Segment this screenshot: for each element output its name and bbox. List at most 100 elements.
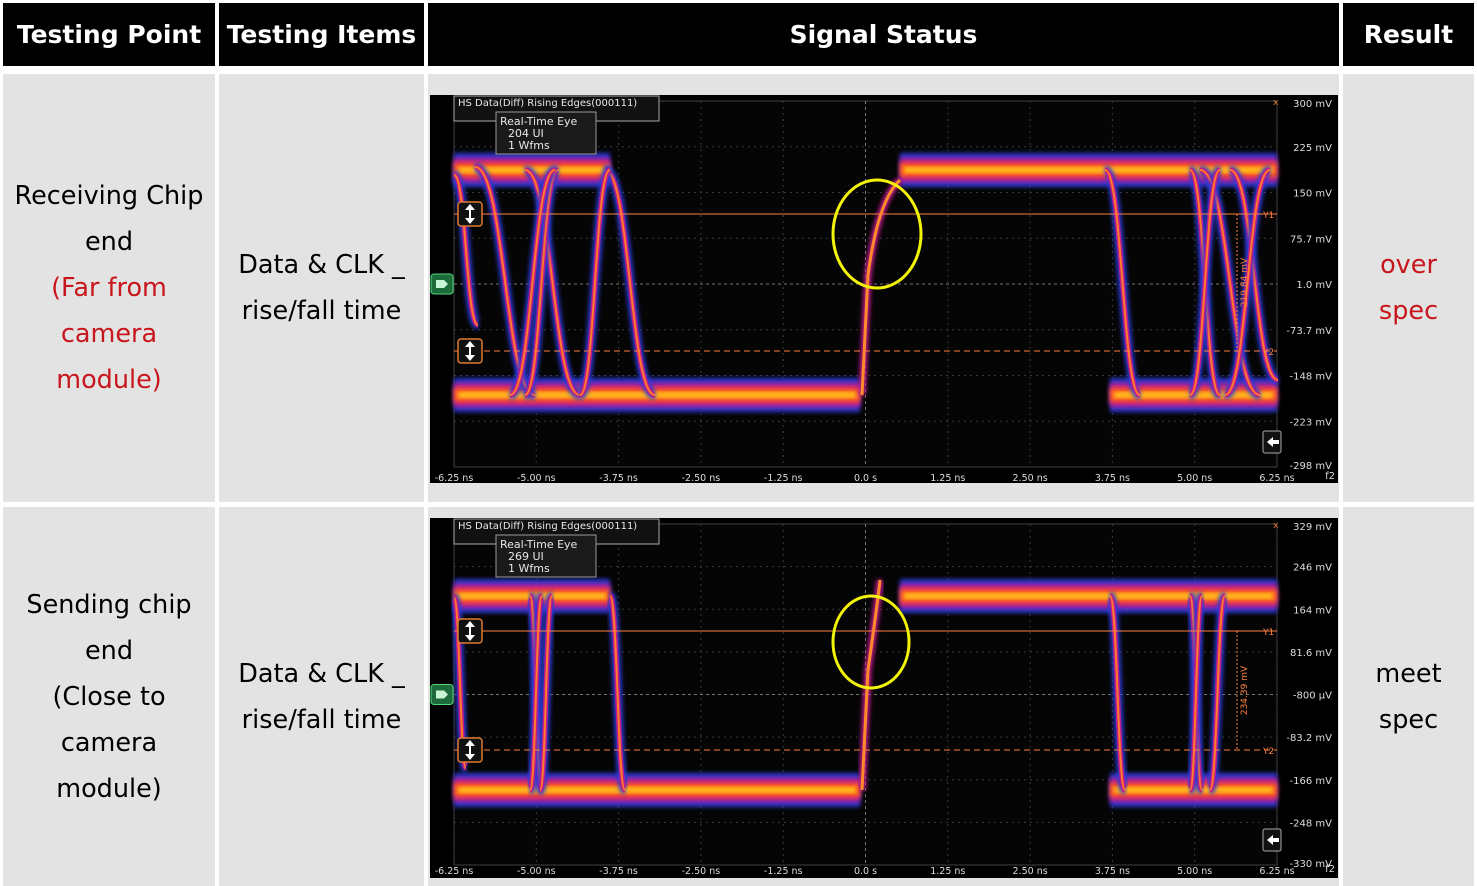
high-level-band-right (900, 579, 1277, 613)
rising-edge (1222, 165, 1273, 400)
y-tick-label: 150 mV (1293, 189, 1332, 200)
scroll-left-arrow-icon[interactable] (1262, 430, 1282, 454)
x-tick-label: -6.25 ns (435, 866, 474, 877)
falling-edge (1100, 165, 1145, 400)
y-axis-ticks: 300 mV 225 mV 150 mV 75.7 mV 1.0 mV -73.7 mV -… (1286, 99, 1332, 472)
y-tick-label: -223 mV (1290, 417, 1333, 428)
x-tick-label: 3.75 ns (1095, 473, 1130, 483)
cursor-y1-label: Y1 (1262, 628, 1274, 638)
x-tick-label: 1.25 ns (930, 473, 965, 483)
y-tick-label: 164 mV (1293, 605, 1332, 616)
rising-edge (1205, 591, 1230, 795)
channel-marker-icon[interactable] (430, 684, 454, 705)
x-tick-label: 0.0 s (854, 866, 877, 877)
row2-result-line: meet (1375, 658, 1442, 689)
eye-waveform (449, 579, 1277, 807)
x-tick-label: -6.25 ns (435, 473, 474, 483)
cursors: Y1 Y2 219.84 mV (454, 211, 1277, 358)
row2-result-line: spec (1378, 704, 1439, 735)
y-tick-label: -166 mV (1290, 776, 1333, 787)
rising-edge (1185, 591, 1207, 795)
x-tick-label: 3.75 ns (1095, 866, 1130, 877)
eye-waveform (449, 153, 1281, 412)
y-tick-label: 1.0 mV (1296, 280, 1332, 291)
eye-info-title: Real-Time Eye (500, 538, 578, 551)
y-tick-label: -298 mV (1290, 461, 1333, 472)
x-tick-label: -2.50 ns (682, 866, 721, 877)
y-tick-label: -800 µV (1293, 691, 1332, 702)
x-tick-label: 0.0 s (854, 473, 877, 483)
row2-testing-items: Data & CLK _ rise/fall time (219, 507, 424, 886)
cursor-y1-label: Y1 (1262, 211, 1274, 221)
row2-point-line: camera (60, 727, 158, 758)
cursors: Y1 Y2 234.39 mV (454, 628, 1277, 757)
x-tick-label: 6.25 ns (1259, 473, 1294, 483)
falling-edge (473, 162, 537, 400)
x-tick-label: 2.50 ns (1013, 866, 1048, 877)
highlight-circle (831, 594, 911, 690)
rising-edge (535, 591, 557, 795)
x-tick-label: -5.00 ns (517, 866, 556, 877)
falling-edge (605, 591, 630, 795)
row1-point-note-line: camera (60, 319, 158, 349)
channel-marker-icon[interactable] (430, 273, 454, 295)
row2-items-line: rise/fall time (241, 704, 402, 735)
header-testing-items-label: Testing Items (226, 20, 417, 49)
eye-info-ui: 204 UI (508, 127, 544, 140)
row2-point-line: end (84, 635, 134, 666)
cursor-y2-label: Y2 (1262, 747, 1274, 757)
header-testing-point-label: Testing Point (16, 20, 202, 49)
row2-testing-point: Sending chip end (Close to camera module… (3, 507, 215, 886)
x-axis-ticks: -6.25 ns -5.00 ns -3.75 ns -2.50 ns -1.25 ns… (435, 473, 1295, 483)
header-signal-status: Signal Status (428, 3, 1339, 66)
row2-point-line: (Close to (52, 681, 166, 712)
cursor-y1-handle-icon[interactable] (457, 201, 483, 227)
cursor-y2-handle-icon[interactable] (457, 737, 483, 763)
eye-info-ui: 269 UI (508, 550, 544, 563)
cursor-y2-handle-icon[interactable] (457, 338, 483, 364)
cursor-y1-handle-icon[interactable] (457, 618, 483, 644)
row1-result-line: spec (1378, 296, 1439, 326)
x-tick-label: 2.50 ns (1013, 473, 1048, 483)
row1-eye-diagram: Y1 Y2 219.84 mV HS Data(Diff) Rising Edges(… (430, 95, 1338, 483)
header-testing-items: Testing Items (219, 3, 424, 66)
scroll-left-arrow-icon[interactable] (1262, 828, 1282, 852)
header-result: Result (1343, 3, 1474, 66)
x-tick-label: -1.25 ns (764, 473, 803, 483)
row2-point-line: Sending chip (26, 589, 192, 620)
falling-edge (1105, 591, 1130, 795)
y-axis-ticks: 329 mV 246 mV 164 mV 81.6 mV -800 µV -83.2 mV… (1286, 522, 1332, 870)
y-tick-label: 81.6 mV (1290, 648, 1332, 659)
eye-info-wfms: 1 Wfms (508, 139, 550, 152)
scope-title: HS Data(Diff) Rising Edges(000111) (458, 98, 637, 109)
y-tick-label: 246 mV (1293, 563, 1332, 574)
cursor-delta-readout: 219.84 mV (1240, 257, 1250, 307)
y-tick-label: 75.7 mV (1290, 234, 1332, 245)
falling-edge (1198, 165, 1262, 400)
rising-edge (575, 165, 615, 400)
high-level-band-right (900, 153, 1277, 187)
x-tick-label: -5.00 ns (517, 473, 556, 483)
rising-edge (525, 591, 547, 795)
x-tick-label: -3.75 ns (599, 473, 638, 483)
row1-result: over spec (1343, 74, 1474, 502)
x-tick-label: 5.00 ns (1177, 473, 1212, 483)
y-tick-label: 300 mV (1293, 99, 1332, 110)
x-tick-label: -1.25 ns (764, 866, 803, 877)
x-tick-label: 6.25 ns (1259, 866, 1294, 877)
header-result-label: Result (1363, 20, 1454, 49)
y-tick-label: -248 mV (1290, 818, 1333, 829)
rising-edge (1185, 165, 1225, 400)
eye-info-wfms: 1 Wfms (508, 562, 550, 575)
falling-edge (449, 170, 483, 330)
cursor-delta-readout: 234.39 mV (1240, 665, 1250, 715)
row1-point-line: end (84, 227, 134, 257)
eye-diagram-svg: Y1 Y2 234.39 mV HS Data(Diff) Rising Edges(… (430, 518, 1335, 877)
y-tick-label: -73.7 mV (1286, 326, 1332, 337)
rising-edge (507, 165, 558, 400)
x-tick-label: 1.25 ns (930, 866, 965, 877)
x-axis-ticks: -6.25 ns -5.00 ns -3.75 ns -2.50 ns -1.25 ns… (435, 866, 1295, 877)
row1-point-note-line: module) (56, 365, 162, 395)
row2-eye-diagram: Y1 Y2 234.39 mV HS Data(Diff) Rising Edges(… (430, 518, 1338, 878)
